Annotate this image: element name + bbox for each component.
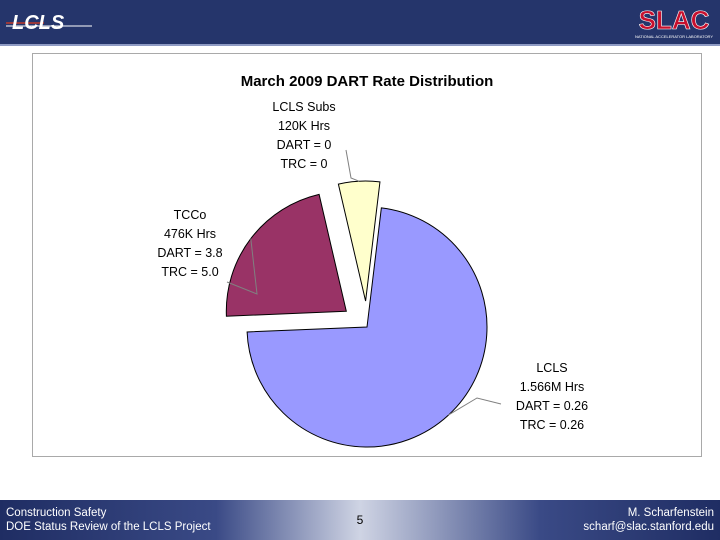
leader-line-lcls	[448, 397, 502, 416]
footer-left-line2: DOE Status Review of the LCLS Project	[6, 521, 211, 533]
header-divider	[0, 44, 720, 46]
pie-chart: March 2009 DART Rate Distribution LCLS 1.…	[157, 73, 588, 448]
footer-right-line1: M. Scharfenstein	[627, 507, 714, 519]
slice-label-lcls-subs-line1: LCLS Subs	[272, 100, 335, 114]
lcls-logo-text: LCLS	[12, 12, 65, 34]
lcls-logo: LCLS	[6, 12, 92, 34]
chart-frame: March 2009 DART Rate Distribution LCLS 1.…	[32, 53, 702, 457]
footer-right-line2: scharf@slac.stanford.edu	[583, 521, 714, 533]
slice-label-tcco-line3: DART = 3.8	[157, 246, 222, 260]
slac-logo-text: SLAC	[639, 5, 710, 35]
slide-footer: Construction Safety DOE Status Review of…	[0, 500, 720, 540]
slac-logo: SLAC NATIONAL ACCELERATOR LABORATORY	[635, 5, 713, 39]
slice-label-lcls-line1: LCLS	[536, 361, 567, 375]
slice-label-lcls-line3: DART = 0.26	[516, 399, 588, 413]
pie-slice-lcls-subs	[337, 180, 381, 302]
leader-line-lcls-subs	[345, 149, 360, 182]
slide-header: LCLS SLAC NATIONAL ACCELERATOR LABORATOR…	[0, 0, 720, 44]
slice-label-lcls-line4: TRC = 0.26	[520, 418, 584, 432]
slice-label-lcls-subs-line4: TRC = 0	[281, 157, 328, 171]
slac-logo-subtext: NATIONAL ACCELERATOR LABORATORY	[635, 34, 713, 39]
page-number: 5	[356, 513, 364, 527]
slice-label-lcls-subs-line3: DART = 0	[277, 138, 332, 152]
leader-line-tcco	[226, 238, 258, 295]
slice-label-lcls-line2: 1.566M Hrs	[520, 380, 585, 394]
slice-label-lcls-subs-line2: 120K Hrs	[278, 119, 330, 133]
slice-label-tcco-line1: TCCo	[174, 208, 207, 222]
slice-label-tcco-line4: TRC = 5.0	[161, 265, 218, 279]
chart-title: March 2009 DART Rate Distribution	[241, 73, 494, 90]
pie-slice-tcco	[225, 193, 347, 317]
footer-left-line1: Construction Safety	[6, 507, 107, 519]
slice-label-tcco-line2: 476K Hrs	[164, 227, 216, 241]
